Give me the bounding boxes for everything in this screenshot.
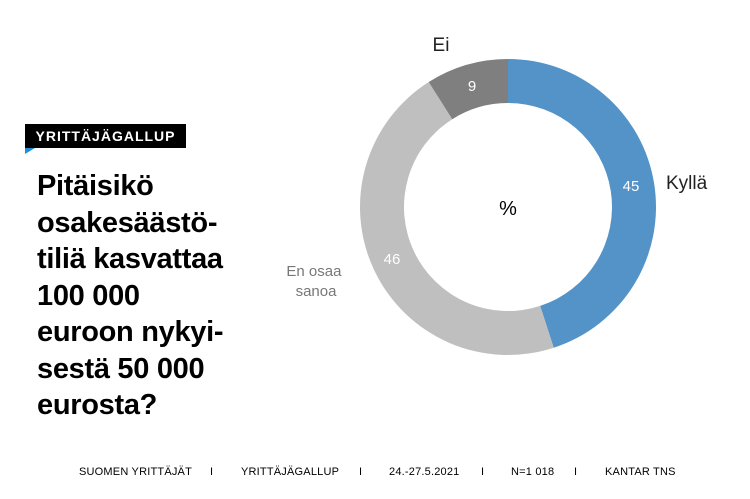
footer: SUOMEN YRITTÄJÄT I YRITTÄJÄGALLUP I 24.-… (0, 466, 750, 486)
slice-en-osaa-sanoa (360, 82, 554, 356)
slice-kylla (508, 59, 656, 348)
yrittajagallup-badge: YRITTÄJÄGALLUP (25, 124, 186, 148)
footer-survey: YRITTÄJÄGALLUP (241, 466, 340, 478)
footer-separator: I (210, 466, 214, 478)
footer-separator: I (574, 466, 578, 478)
page-title: Pitäisikö osakesäästö- tiliä kasvattaa 1… (37, 170, 224, 421)
value-label-en-osaa-sanoa: 46 (384, 251, 401, 268)
value-label-ei: 9 (468, 78, 476, 95)
badge-accent (25, 148, 35, 154)
legend-label-ei: Ei (433, 35, 450, 56)
footer-sample-size: N=1 018 (511, 466, 555, 478)
legend-label-en-osaa-sanoa: En osaa sanoa (286, 263, 345, 300)
slice-ei (428, 59, 508, 120)
footer-date: 24.-27.5.2021 (389, 466, 460, 478)
footer-separator: I (359, 466, 363, 478)
center-percent-label: % (499, 198, 517, 220)
footer-provider: KANTAR TNS (605, 466, 676, 478)
legend-label-kylla: Kyllä (666, 173, 708, 194)
footer-separator: I (481, 466, 485, 478)
footer-source: SUOMEN YRITTÄJÄT (79, 466, 193, 478)
value-label-kylla: 45 (623, 178, 640, 195)
